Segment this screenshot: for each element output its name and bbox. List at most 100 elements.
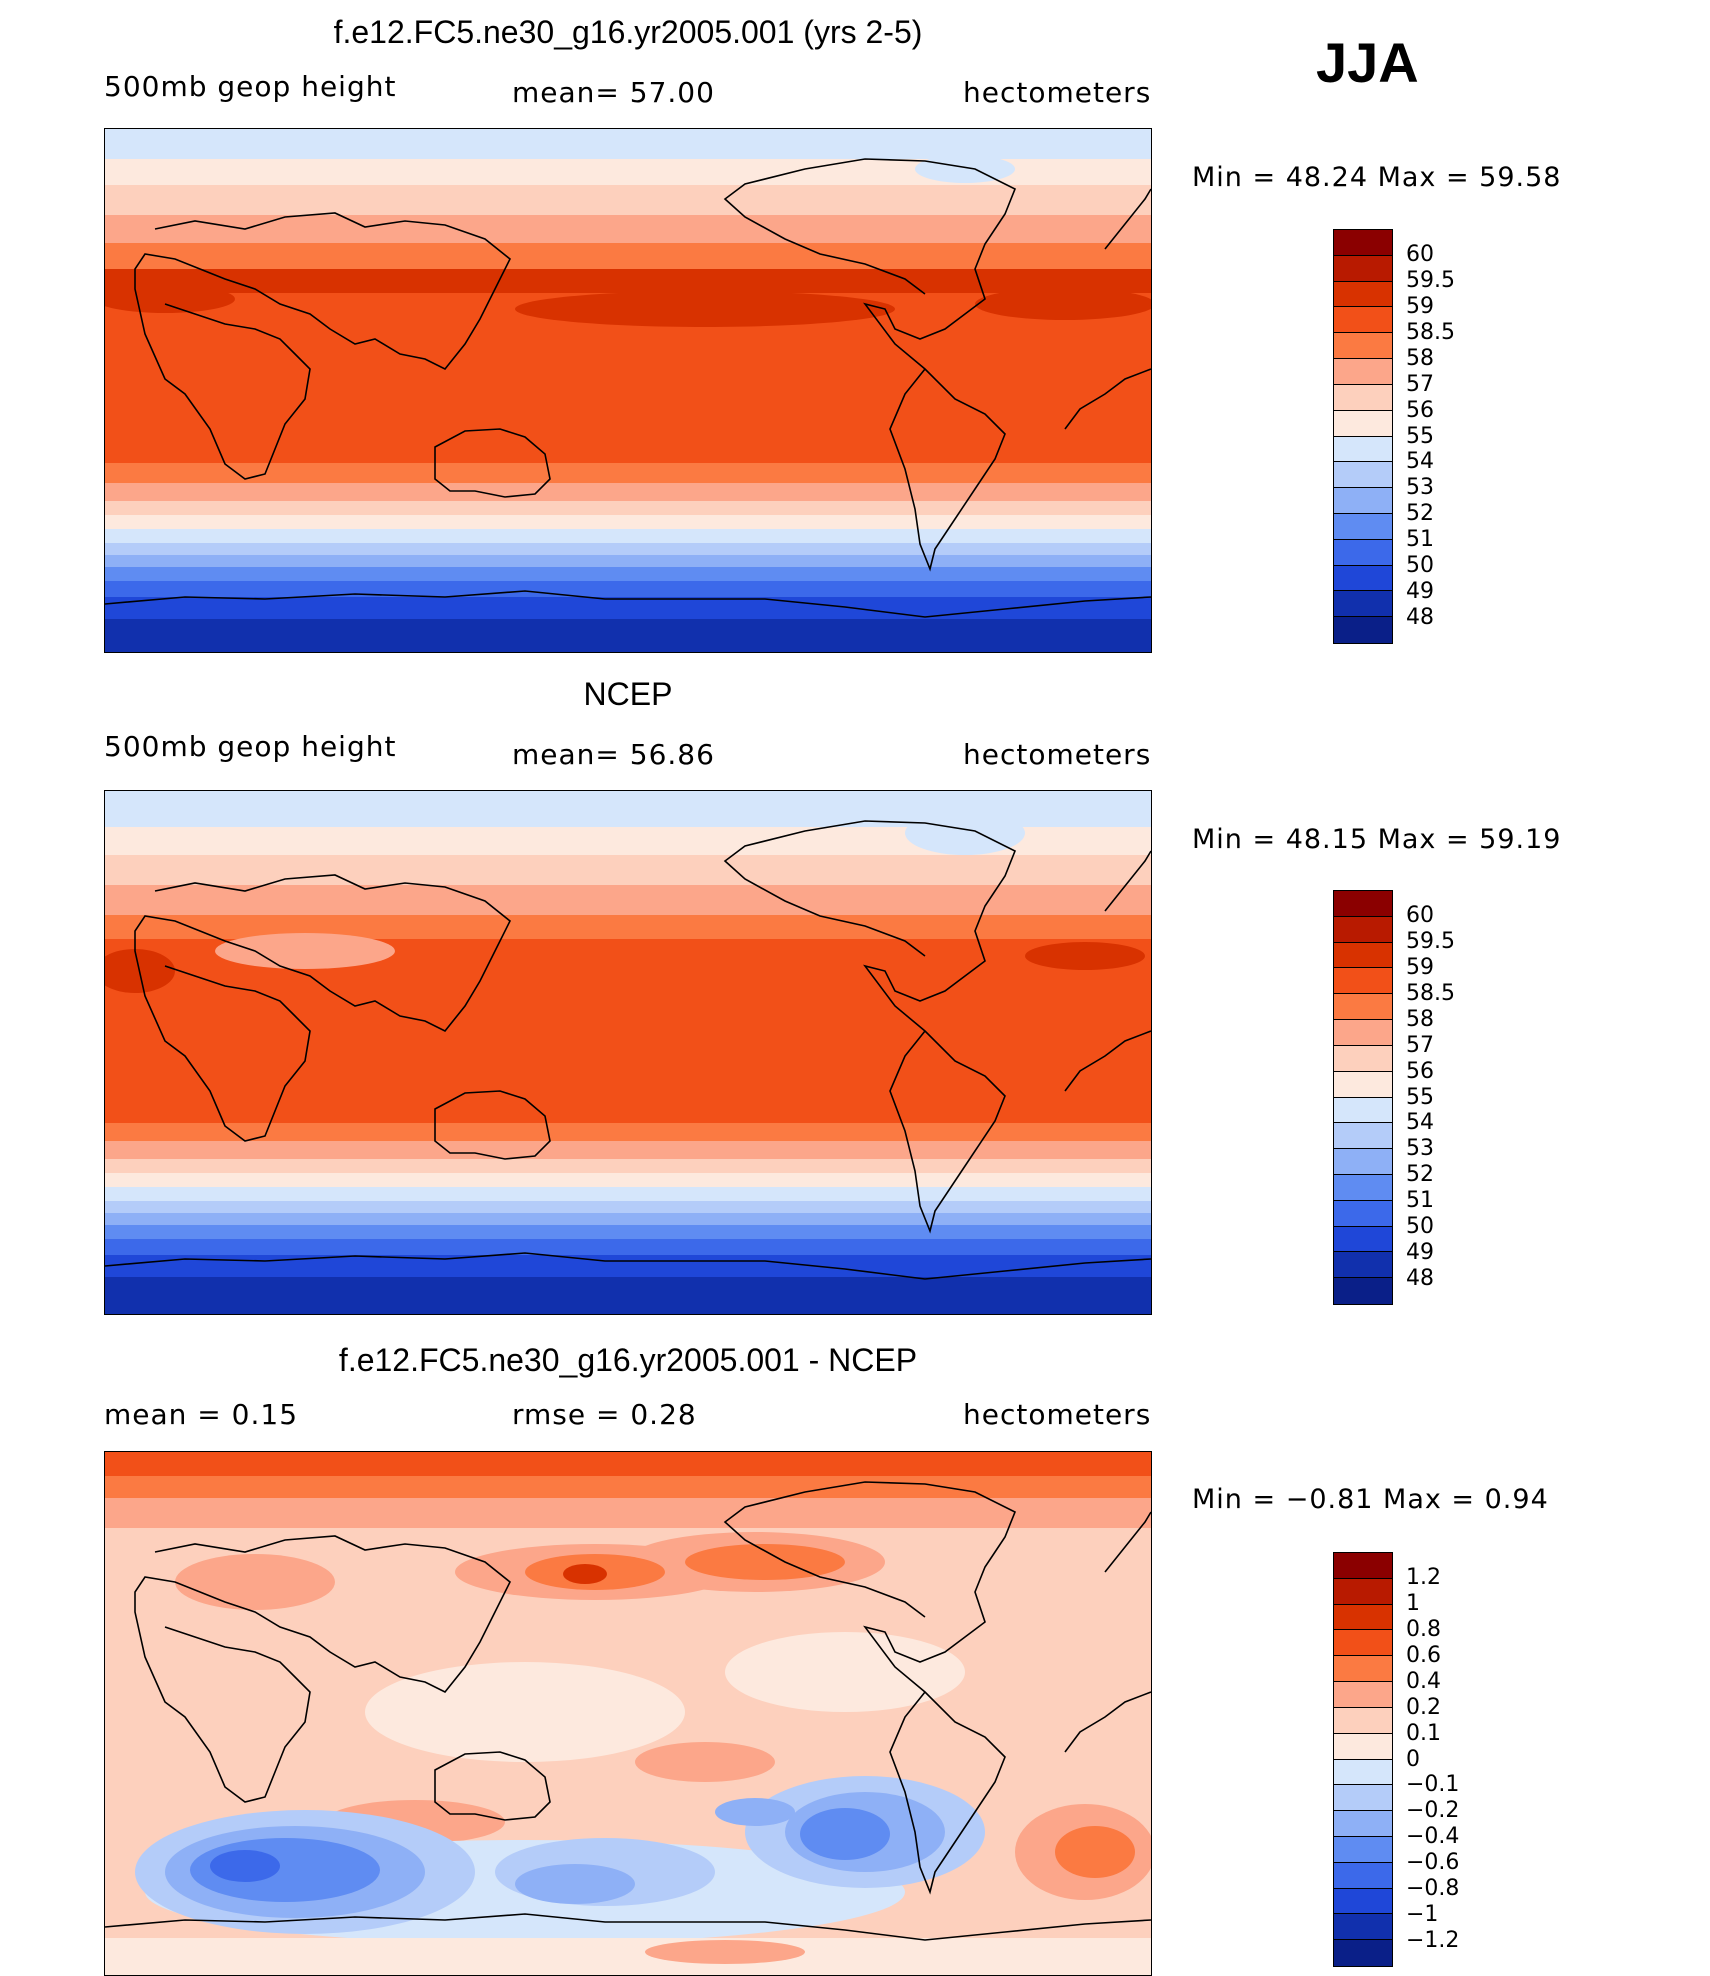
colorbar-tick-label: 0	[1406, 1746, 1420, 1772]
colorbar-segment	[1334, 1200, 1392, 1227]
panel-3-rmse-label: rmse = 0.28	[512, 1398, 697, 1431]
colorbar-tick-label: 52	[1406, 501, 1434, 527]
colorbar-segment	[1334, 994, 1392, 1021]
panel-2-map	[104, 790, 1152, 1315]
colorbar-tick-label: 59.5	[1406, 928, 1455, 954]
colorbar-tick-label: 59	[1406, 954, 1434, 980]
colorbar-tick-label: 1.2	[1406, 1564, 1441, 1590]
colorbar-segment	[1334, 1811, 1392, 1837]
colorbar-segment	[1334, 462, 1392, 489]
panel-1-mean-label: mean= 57.00	[512, 76, 715, 109]
panel-1-contour-field	[105, 129, 1151, 652]
colorbar-tick-label: 53	[1406, 1136, 1434, 1162]
panel-3-minmax: Min = −0.81 Max = 0.94	[1192, 1484, 1549, 1515]
colorbar-tick-label: 49	[1406, 1240, 1434, 1266]
colorbar-tick-label: −0.8	[1406, 1876, 1460, 1902]
colorbar-tick-label: 54	[1406, 1110, 1434, 1136]
colorbar-segment	[1334, 1914, 1392, 1941]
colorbar-segment	[1334, 1759, 1392, 1786]
colorbar-tick-label: −0.6	[1406, 1850, 1460, 1876]
colorbar-segment	[1334, 1149, 1392, 1175]
colorbar-segment	[1334, 333, 1392, 360]
colorbar-tick-label: −1.2	[1406, 1928, 1460, 1954]
colorbar-tick-label: −0.4	[1406, 1824, 1460, 1850]
colorbar-segment	[1334, 565, 1392, 592]
colorbar-tick-label: 51	[1406, 527, 1434, 553]
colorbar-segment	[1334, 968, 1392, 995]
colorbar-segment	[1334, 1604, 1392, 1631]
panel-2-units-label: hectometers	[963, 738, 1152, 771]
panel-3-colorbar	[1333, 1552, 1393, 1967]
colorbar-tick-label: 52	[1406, 1162, 1434, 1188]
panel-3-map	[104, 1451, 1152, 1976]
panel-3-mean-label: mean = 0.15	[104, 1398, 299, 1431]
panel-2-title: NCEP	[583, 676, 673, 712]
colorbar-segment	[1334, 1071, 1392, 1098]
colorbar-segment	[1334, 591, 1392, 618]
colorbar-tick-label: 48	[1406, 1266, 1434, 1292]
panel-1-colorbar	[1333, 229, 1393, 644]
colorbar-segment	[1334, 410, 1392, 437]
colorbar-tick-label: 53	[1406, 475, 1434, 501]
colorbar-segment	[1334, 891, 1392, 917]
colorbar-tick-label: 54	[1406, 449, 1434, 475]
colorbar-tick-label: −1	[1406, 1902, 1439, 1928]
colorbar-segment	[1334, 1174, 1392, 1201]
panel-1-map	[104, 128, 1152, 653]
colorbar-segment	[1334, 1656, 1392, 1683]
colorbar-segment	[1334, 1682, 1392, 1708]
colorbar-segment	[1334, 513, 1392, 540]
colorbar-segment	[1334, 1020, 1392, 1046]
colorbar-tick-label: 59	[1406, 293, 1434, 319]
panel-2-contour-field	[105, 791, 1151, 1314]
colorbar-segment	[1334, 617, 1392, 643]
colorbar-tick-label: 0.1	[1406, 1720, 1441, 1746]
colorbar-segment	[1334, 539, 1392, 566]
colorbar-segment	[1334, 384, 1392, 411]
colorbar-tick-label: 57	[1406, 371, 1434, 397]
colorbar-tick-label: −0.2	[1406, 1798, 1460, 1824]
colorbar-segment	[1334, 230, 1392, 256]
colorbar-tick-label: 0.2	[1406, 1694, 1441, 1720]
colorbar-tick-label: −0.1	[1406, 1772, 1460, 1798]
colorbar-segment	[1334, 1862, 1392, 1889]
panel-3-units-label: hectometers	[963, 1398, 1152, 1431]
colorbar-segment	[1334, 1630, 1392, 1657]
colorbar-segment	[1334, 436, 1392, 463]
colorbar-segment	[1334, 281, 1392, 308]
colorbar-segment	[1334, 942, 1392, 969]
colorbar-tick-label: 1	[1406, 1590, 1420, 1616]
panel-2-mean-label: mean= 56.86	[512, 738, 715, 771]
colorbar-tick-label: 0.8	[1406, 1616, 1441, 1642]
colorbar-tick-label: 51	[1406, 1188, 1434, 1214]
colorbar-segment	[1334, 1888, 1392, 1915]
season-label: JJA	[1316, 31, 1419, 94]
colorbar-tick-label: 58	[1406, 345, 1434, 371]
colorbar-tick-label: 58	[1406, 1006, 1434, 1032]
colorbar-tick-label: 48	[1406, 605, 1434, 631]
colorbar-tick-label: 55	[1406, 423, 1434, 449]
colorbar-segment	[1334, 1707, 1392, 1734]
colorbar-tick-label: 58.5	[1406, 980, 1455, 1006]
panel-1-title: f.e12.FC5.ne30_g16.yr2005.001 (yrs 2-5)	[333, 14, 923, 50]
colorbar-tick-label: 56	[1406, 397, 1434, 423]
colorbar-tick-label: 55	[1406, 1084, 1434, 1110]
colorbar-tick-label: 56	[1406, 1058, 1434, 1084]
colorbar-tick-label: 50	[1406, 1214, 1434, 1240]
colorbar-segment	[1334, 1785, 1392, 1812]
panel-1-minmax: Min = 48.24 Max = 59.58	[1192, 162, 1562, 193]
colorbar-tick-label: 0.4	[1406, 1668, 1441, 1694]
panel-3-contour-field	[105, 1452, 1151, 1975]
colorbar-tick-label: 57	[1406, 1032, 1434, 1058]
colorbar-tick-label: 60	[1406, 902, 1434, 928]
panel-1-variable-label: 500mb geop height	[104, 70, 397, 103]
colorbar-segment	[1334, 488, 1392, 514]
colorbar-segment	[1334, 1045, 1392, 1072]
colorbar-segment	[1334, 307, 1392, 334]
colorbar-segment	[1334, 1123, 1392, 1150]
colorbar-segment	[1334, 359, 1392, 385]
colorbar-segment	[1334, 1553, 1392, 1579]
colorbar-segment	[1334, 255, 1392, 282]
colorbar-tick-label: 0.6	[1406, 1642, 1441, 1668]
colorbar-tick-label: 50	[1406, 553, 1434, 579]
